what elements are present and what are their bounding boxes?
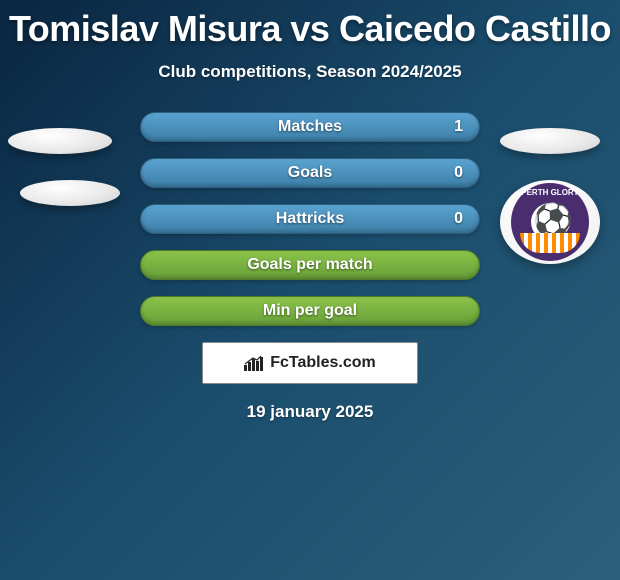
content-area: PERTH GLORY Matches 1 Goals 0 Hattricks … (0, 112, 620, 422)
stat-value: 0 (454, 210, 463, 228)
stat-bar-matches: Matches 1 (140, 112, 480, 142)
comparison-title: Tomislav Misura vs Caicedo Castillo (0, 0, 620, 50)
stat-bar-hattricks: Hattricks 0 (140, 204, 480, 234)
stat-label: Min per goal (263, 302, 357, 320)
stat-label: Matches (278, 118, 342, 136)
stat-label: Goals per match (247, 256, 372, 274)
player1-club-placeholder (20, 180, 120, 206)
season-subtitle: Club competitions, Season 2024/2025 (0, 62, 620, 82)
club-badge-text: PERTH GLORY (521, 189, 578, 197)
stat-bar-min-per-goal: Min per goal (140, 296, 480, 326)
player1-avatar-placeholder (8, 128, 112, 154)
player2-club-badge: PERTH GLORY (500, 180, 600, 264)
stat-label: Hattricks (276, 210, 344, 228)
stat-value: 1 (454, 118, 463, 136)
club-badge-stripes (520, 233, 580, 253)
bar-chart-icon (244, 355, 264, 371)
stat-value: 0 (454, 164, 463, 182)
date-text: 19 january 2025 (0, 402, 620, 422)
stat-bar-goals: Goals 0 (140, 158, 480, 188)
branding-box: FcTables.com (202, 342, 418, 384)
stat-bar-goals-per-match: Goals per match (140, 250, 480, 280)
stat-label: Goals (288, 164, 332, 182)
branding-text: FcTables.com (270, 354, 376, 372)
stat-bars: Matches 1 Goals 0 Hattricks 0 Goals per … (140, 112, 480, 326)
club-badge-inner: PERTH GLORY (511, 183, 589, 261)
player2-avatar-placeholder (500, 128, 600, 154)
